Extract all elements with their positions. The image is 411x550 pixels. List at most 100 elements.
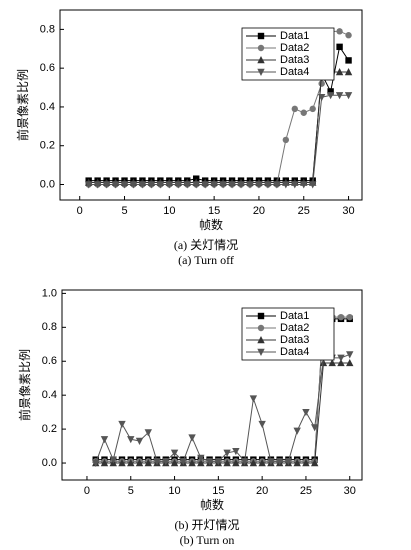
legend-label: Data3	[280, 54, 309, 66]
marker	[291, 181, 299, 189]
marker	[93, 181, 102, 189]
marker	[109, 456, 117, 464]
x-tick-label: 15	[208, 205, 220, 217]
x-axis-label: 帧数	[199, 217, 223, 232]
marker	[205, 458, 214, 466]
marker	[318, 80, 325, 87]
marker	[120, 181, 129, 189]
marker	[337, 358, 345, 367]
marker	[282, 136, 290, 144]
marker	[275, 458, 284, 466]
legend-box	[241, 27, 335, 81]
marker	[237, 181, 245, 189]
marker	[255, 181, 263, 189]
y-tick-label: 1.0	[42, 287, 57, 299]
legend-marker	[257, 348, 265, 356]
marker	[344, 92, 353, 100]
marker	[165, 181, 174, 189]
marker	[344, 68, 353, 76]
marker	[284, 458, 293, 466]
legend-box	[241, 307, 335, 361]
marker	[84, 181, 93, 189]
marker	[219, 181, 227, 189]
marker	[240, 458, 249, 466]
legend-marker	[257, 68, 265, 76]
marker	[223, 449, 231, 457]
marker	[336, 28, 343, 35]
marker	[317, 94, 326, 102]
marker	[102, 181, 111, 189]
y-tick-label: 0.4	[42, 389, 57, 401]
marker	[335, 92, 344, 100]
x-tick-label: 25	[298, 205, 310, 217]
x-tick-label: 10	[168, 485, 180, 497]
marker	[92, 459, 100, 468]
marker	[249, 395, 258, 403]
x-axis-label: 帧数	[200, 497, 224, 512]
legend-marker	[257, 312, 265, 320]
marker	[327, 88, 334, 95]
caption: (a) 关灯情况	[174, 238, 238, 252]
x-tick-label: 10	[163, 205, 175, 217]
marker	[179, 458, 188, 466]
marker	[328, 358, 336, 367]
caption: (b) Turn on	[180, 533, 235, 547]
marker	[214, 458, 223, 466]
marker	[197, 454, 205, 462]
marker	[302, 408, 310, 417]
marker	[170, 459, 179, 467]
marker	[174, 181, 182, 189]
marker	[127, 459, 135, 467]
marker	[232, 459, 240, 467]
legend-label: Data4	[280, 346, 309, 358]
marker	[162, 458, 170, 466]
marker	[335, 68, 344, 76]
y-axis-label: 前景像素比例	[17, 349, 32, 421]
marker	[300, 109, 307, 116]
marker	[293, 427, 301, 435]
marker	[188, 459, 196, 467]
y-tick-label: 0.0	[40, 178, 55, 190]
marker	[300, 181, 308, 189]
legend-label: Data1	[280, 30, 309, 42]
y-tick-label: 0.2	[42, 423, 57, 435]
marker	[129, 181, 138, 189]
marker	[197, 459, 205, 467]
legend-label: Data4	[280, 66, 309, 78]
marker	[100, 459, 109, 467]
x-tick-label: 30	[344, 485, 356, 497]
marker	[337, 313, 345, 321]
marker	[309, 181, 317, 189]
marker	[111, 181, 120, 189]
marker	[183, 181, 191, 189]
marker	[223, 459, 231, 467]
marker	[319, 358, 328, 367]
y-tick-label: 0.8	[42, 321, 57, 333]
x-tick-label: 25	[300, 485, 312, 497]
marker	[228, 181, 236, 189]
marker	[346, 351, 354, 359]
marker	[232, 447, 240, 456]
y-tick-label: 0.8	[40, 23, 55, 35]
x-tick-label: 20	[256, 485, 268, 497]
marker	[302, 459, 310, 467]
marker	[127, 436, 135, 444]
legend-marker	[257, 56, 265, 64]
legend-label: Data2	[280, 42, 309, 54]
y-tick-label: 0.0	[42, 457, 57, 469]
marker	[311, 424, 319, 432]
marker	[264, 181, 272, 189]
x-tick-label: 20	[253, 205, 265, 217]
x-tick-label: 5	[121, 205, 127, 217]
marker	[337, 354, 345, 362]
marker	[144, 429, 152, 437]
y-tick-label: 0.4	[40, 101, 55, 113]
marker	[210, 181, 218, 189]
y-tick-label: 0.6	[42, 355, 57, 367]
series-line	[95, 353, 350, 464]
marker	[293, 459, 301, 467]
marker	[345, 32, 352, 39]
plot-frame	[61, 289, 363, 481]
x-tick-label: 30	[342, 205, 354, 217]
